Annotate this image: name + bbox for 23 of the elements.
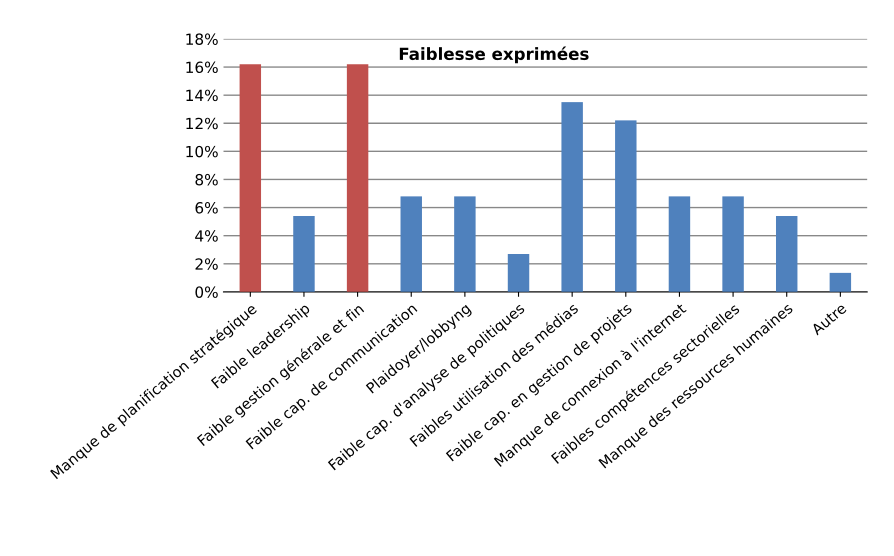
y-tick-label: 14%: [186, 90, 218, 102]
bar: [830, 272, 852, 292]
bar: [508, 254, 530, 292]
y-tick-label: 4%: [195, 230, 218, 242]
bar: [561, 102, 583, 292]
chart-title: Faiblesse exprimées: [400, 46, 589, 64]
bar: [293, 216, 315, 292]
y-tick-label: 8%: [195, 174, 218, 186]
y-tick-label: 18%: [186, 33, 218, 45]
bar: [668, 196, 690, 292]
bar: [722, 196, 744, 292]
bar: [240, 64, 262, 292]
y-tick-label: 12%: [186, 118, 218, 130]
y-tick-label: 2%: [196, 258, 218, 270]
y-tick-label: 6%: [195, 202, 218, 214]
bar: [615, 120, 637, 292]
bar: [776, 216, 798, 292]
bar: [400, 196, 422, 292]
bar: [454, 196, 476, 292]
y-tick-label: 16%: [186, 61, 218, 74]
bar: [346, 64, 368, 292]
y-tick-label: 10%: [186, 146, 218, 158]
y-tick-label: 0%: [195, 286, 218, 298]
